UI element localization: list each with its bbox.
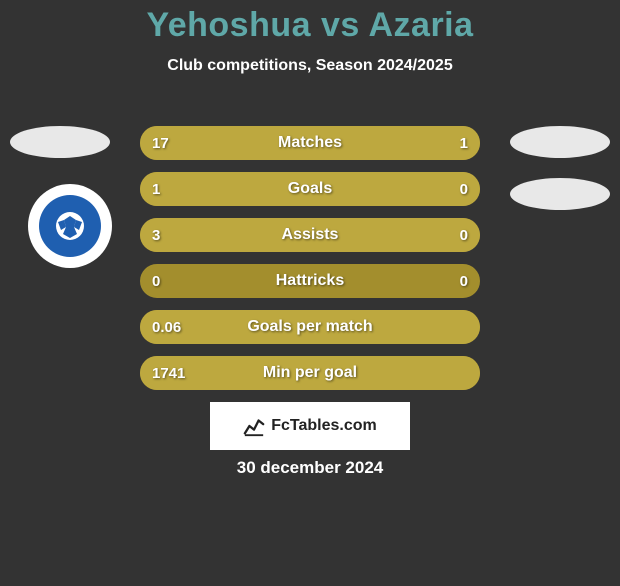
bar-label: Goals [140, 172, 480, 206]
bar-value-left: 0 [152, 264, 160, 298]
bar-value-right: 0 [460, 172, 468, 206]
bar-label: Min per goal [140, 356, 480, 390]
player-left-club-badge [28, 184, 112, 268]
player-right-photo-placeholder [510, 126, 610, 158]
bar-value-left: 0.06 [152, 310, 181, 344]
page-subtitle: Club competitions, Season 2024/2025 [0, 57, 620, 75]
stat-row: Hattricks0 0 [140, 264, 480, 298]
club-badge-inner [39, 195, 101, 257]
bar-label: Matches [140, 126, 480, 160]
page-title: Yehoshua vs Azaria [0, 6, 620, 45]
stat-row: Goals per match0.06 [140, 310, 480, 344]
player-right-club-placeholder [510, 178, 610, 210]
bar-label: Goals per match [140, 310, 480, 344]
bar-label: Assists [140, 218, 480, 252]
date-text: 30 december 2024 [0, 458, 620, 478]
bar-label: Hattricks [140, 264, 480, 298]
stat-row: Matches17 1 [140, 126, 480, 160]
soccer-ball-icon [54, 210, 86, 242]
source-box: FcTables.com [210, 402, 410, 450]
stat-row: Min per goal1741 [140, 356, 480, 390]
bar-value-right: 1 [460, 126, 468, 160]
bar-value-left: 1 [152, 172, 160, 206]
stat-row: Assists3 0 [140, 218, 480, 252]
bar-value-left: 1741 [152, 356, 185, 390]
comparison-chart: Matches171Goals10Assists30Hattricks00Goa… [140, 126, 480, 402]
bar-value-right: 0 [460, 264, 468, 298]
bar-value-left: 3 [152, 218, 160, 252]
chart-icon [243, 415, 265, 437]
bar-value-left: 17 [152, 126, 169, 160]
player-left-photo-placeholder [10, 126, 110, 158]
bar-value-right: 0 [460, 218, 468, 252]
source-label: FcTables.com [271, 417, 377, 435]
stat-row: Goals1 0 [140, 172, 480, 206]
